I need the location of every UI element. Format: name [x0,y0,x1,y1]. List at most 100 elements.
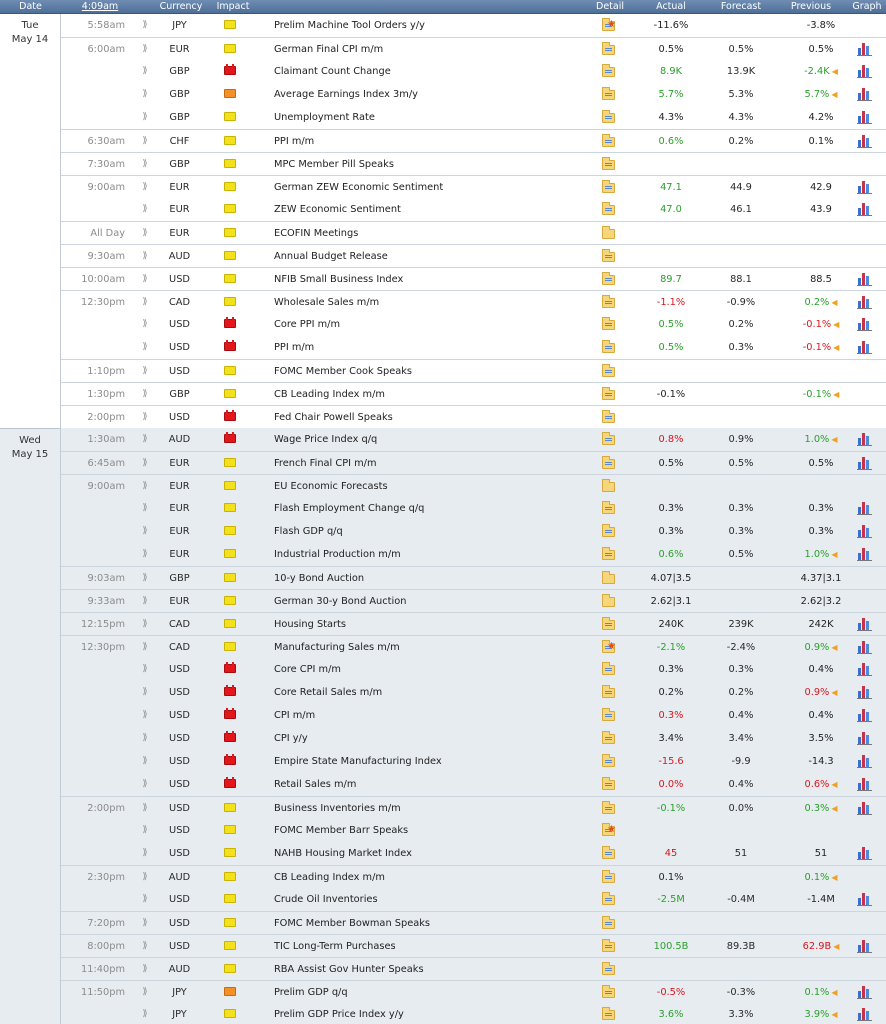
sound-icon[interactable]: ⟫ [142,848,148,858]
detail-button[interactable]: ★ [602,636,616,659]
sound-icon[interactable]: ⟫ [142,204,148,214]
event-title[interactable]: Industrial Production m/m [274,549,401,560]
graph-button[interactable] [857,198,872,221]
graph-button[interactable] [857,313,872,336]
graph-button[interactable] [857,176,872,199]
detail-button[interactable]: ★ [602,819,616,842]
graph-button[interactable] [857,658,872,681]
sound-icon[interactable]: ⟫ [142,664,148,674]
graph-button[interactable] [857,981,872,1004]
event-row[interactable]: 10:00am ⟫ USD NFIB Small Business Index 89.7… [61,267,886,290]
sound-icon[interactable]: ⟫ [142,825,148,835]
event-row[interactable]: ⟫ USD NAHB Housing Market Index 45 51 51 [61,842,886,865]
graph-button[interactable] [857,842,872,865]
sound-icon[interactable]: ⟫ [142,964,148,974]
detail-button[interactable] [602,681,616,704]
graph-button[interactable] [857,130,872,153]
detail-button[interactable] [602,130,616,153]
event-title[interactable]: Prelim Machine Tool Orders y/y [274,20,425,31]
sound-icon[interactable]: ⟫ [142,526,148,536]
event-row[interactable]: 1:10pm ⟫ USD FOMC Member Cook Speaks [61,359,886,382]
detail-button[interactable] [602,383,616,406]
event-row[interactable]: 1:30am ⟫ AUD Wage Price Index q/q 0.8% 0.9% 1.… [61,428,886,451]
event-title[interactable]: German ZEW Economic Sentiment [274,182,444,193]
graph-button[interactable] [857,750,872,773]
sound-icon[interactable]: ⟫ [142,412,148,422]
event-title[interactable]: Housing Starts [274,619,346,630]
event-row[interactable]: ⟫ GBP Average Earnings Index 3m/y 5.7% 5.3% 5… [61,83,886,106]
event-title[interactable]: Flash Employment Change q/q [274,503,425,514]
event-title[interactable]: Retail Sales m/m [274,779,357,790]
detail-button[interactable]: ★ [602,14,616,37]
detail-button[interactable] [602,727,616,750]
graph-button[interactable] [857,704,872,727]
graph-button[interactable] [857,888,872,911]
event-row[interactable]: 11:50pm ⟫ JPY Prelim GDP q/q -0.5% -0.3% 0.1% ◀ [61,980,886,1003]
revised-icon[interactable]: ◀ [831,643,838,652]
sound-icon[interactable]: ⟫ [142,251,148,261]
detail-button[interactable] [602,83,616,106]
event-title[interactable]: RBA Assist Gov Hunter Speaks [274,964,424,975]
event-row[interactable]: 6:30am ⟫ CHF PPI m/m 0.6% 0.2% 0.1% [61,129,886,152]
event-row[interactable]: ⟫ USD CPI m/m 0.3% 0.4% 0.4% [61,704,886,727]
detail-button[interactable] [602,360,616,383]
event-row[interactable]: ⟫ USD Core Retail Sales m/m 0.2% 0.2% 0.9% ◀ [61,681,886,704]
sound-icon[interactable]: ⟫ [142,366,148,376]
event-title[interactable]: CPI m/m [274,710,316,721]
sound-icon[interactable]: ⟫ [142,710,148,720]
event-row[interactable]: 9:00am ⟫ EUR German ZEW Economic Sentiment 4… [61,175,886,198]
sound-icon[interactable]: ⟫ [142,941,148,951]
event-title[interactable]: German 30-y Bond Auction [274,596,407,607]
sound-icon[interactable]: ⟫ [142,182,148,192]
event-row[interactable]: 7:20pm ⟫ USD FOMC Member Bowman Speaks [61,911,886,934]
graph-button[interactable] [857,773,872,796]
event-row[interactable]: ⟫ USD Empire State Manufacturing Index -15.… [61,750,886,773]
graph-button[interactable] [857,428,872,451]
graph-button[interactable] [857,727,872,750]
event-title[interactable]: FOMC Member Cook Speaks [274,366,413,377]
event-title[interactable]: CB Leading Index m/m [274,872,385,883]
detail-button[interactable] [602,60,616,83]
event-title[interactable]: CPI y/y [274,733,308,744]
event-row[interactable]: ⟫ EUR ZEW Economic Sentiment 47.0 46.1 43.9 [61,198,886,221]
sound-icon[interactable]: ⟫ [142,20,148,30]
sound-icon[interactable]: ⟫ [142,733,148,743]
event-title[interactable]: Manufacturing Sales m/m [274,642,400,653]
detail-button[interactable] [602,520,616,543]
event-title[interactable]: FOMC Member Barr Speaks [274,825,409,836]
graph-button[interactable] [857,636,872,659]
graph-button[interactable] [857,1003,872,1024]
sound-icon[interactable]: ⟫ [142,872,148,882]
sound-icon[interactable]: ⟫ [142,481,148,491]
revised-icon[interactable]: ◀ [831,90,838,99]
revised-icon[interactable]: ◀ [833,942,840,951]
event-row[interactable]: 6:45am ⟫ EUR French Final CPI m/m 0.5% 0.5% 0.… [61,451,886,474]
sound-icon[interactable]: ⟫ [142,89,148,99]
sound-icon[interactable]: ⟫ [142,434,148,444]
sound-icon[interactable]: ⟫ [142,228,148,238]
event-row[interactable]: 2:00pm ⟫ USD Business Inventories m/m -0.1% 0… [61,796,886,819]
event-title[interactable]: Wage Price Index q/q [274,434,378,445]
revised-icon[interactable]: ◀ [831,688,838,697]
sound-icon[interactable]: ⟫ [142,573,148,583]
sound-icon[interactable]: ⟫ [142,389,148,399]
detail-button[interactable] [602,497,616,520]
event-title[interactable]: ECOFIN Meetings [274,228,359,239]
sound-icon[interactable]: ⟫ [142,619,148,629]
event-row[interactable]: ⟫ JPY Prelim GDP Price Index y/y 3.6% 3.3% 3.… [61,1003,886,1024]
event-title[interactable]: FOMC Member Bowman Speaks [274,918,431,929]
sound-icon[interactable]: ⟫ [142,756,148,766]
revised-icon[interactable]: ◀ [831,1010,838,1019]
graph-button[interactable] [857,106,872,129]
revised-icon[interactable]: ◀ [833,343,840,352]
graph-button[interactable] [857,452,872,475]
sound-icon[interactable]: ⟫ [142,44,148,54]
event-row[interactable]: 11:40pm ⟫ AUD RBA Assist Gov Hunter Speaks [61,957,886,980]
sound-icon[interactable]: ⟫ [142,503,148,513]
detail-button[interactable] [602,475,616,498]
event-title[interactable]: CB Leading Index m/m [274,389,385,400]
event-title[interactable]: Core CPI m/m [274,664,341,675]
event-title[interactable]: Wholesale Sales m/m [274,297,380,308]
event-title[interactable]: Unemployment Rate [274,112,375,123]
event-row[interactable]: ⟫ EUR Flash Employment Change q/q 0.3% 0.3% 0… [61,497,886,520]
